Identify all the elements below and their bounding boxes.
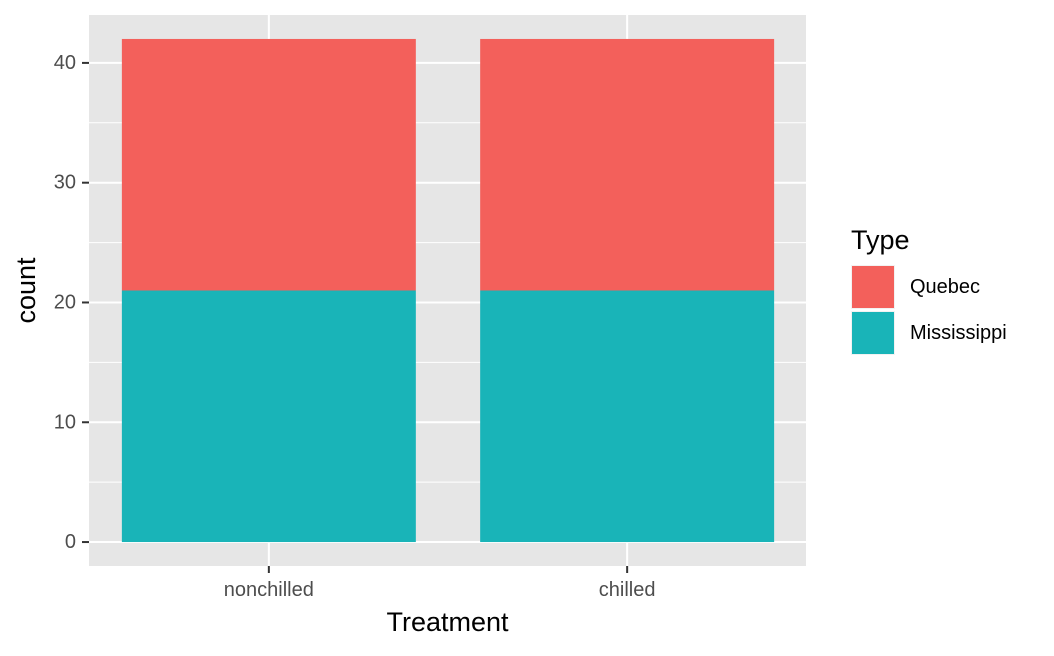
legend-label: Mississippi	[910, 322, 1007, 344]
legend: Type Quebec Mississippi	[851, 225, 1007, 355]
legend-label: Quebec	[910, 276, 980, 298]
legend-title: Type	[851, 225, 910, 255]
y-tick-label: 30	[54, 172, 76, 194]
y-tick-label: 40	[54, 52, 76, 74]
y-tick-label: 10	[54, 411, 76, 433]
bars	[121, 38, 775, 543]
bar-nonchilled-mississippi	[121, 290, 416, 543]
legend-swatch-mississippi	[852, 312, 894, 354]
bar-nonchilled-quebec	[121, 38, 416, 291]
y-tick-label: 0	[65, 531, 76, 553]
x-axis-title: Treatment	[386, 607, 509, 637]
x-tick-label: chilled	[599, 579, 656, 601]
y-axis-title: count	[11, 257, 41, 324]
x-axis: nonchilled chilled	[224, 566, 656, 601]
bar-chilled-quebec	[480, 38, 775, 291]
bar-chilled-mississippi	[480, 290, 775, 543]
y-axis: 0 10 20 30 40	[54, 52, 89, 553]
x-tick-label: nonchilled	[224, 579, 314, 601]
y-tick-label: 20	[54, 291, 76, 313]
legend-swatch-quebec	[852, 266, 894, 308]
